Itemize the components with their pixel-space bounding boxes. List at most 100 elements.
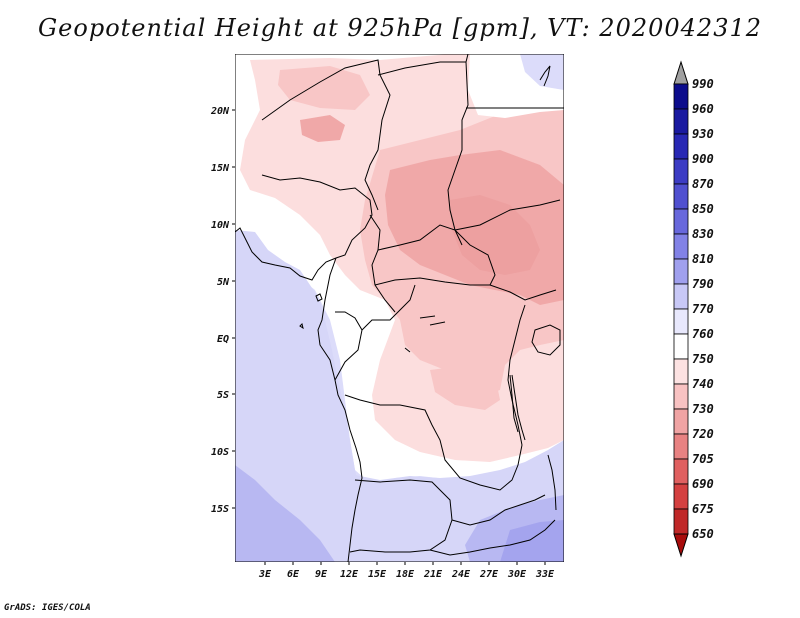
- height-field-blue-sw: [235, 465, 335, 562]
- colorbar-segment: [673, 83, 689, 110]
- colorbar-segment: [673, 133, 689, 160]
- lon-label-27e: 27E: [479, 569, 499, 580]
- colorbar-segment: [673, 208, 689, 235]
- lat-tick: 20N: [210, 106, 235, 117]
- colorbar-segment: [673, 233, 689, 260]
- colorbar-label: 730: [692, 402, 714, 416]
- lon-tick: 27E: [479, 562, 499, 580]
- libya-egypt-border: [465, 54, 564, 109]
- lon-label-3e: 3E: [258, 569, 272, 580]
- lat-tick: 10N: [211, 220, 235, 231]
- colorbar-segment: [673, 333, 689, 360]
- height-field-darker-pink-b: [450, 195, 540, 275]
- lake-malawi: [547, 454, 557, 511]
- colorbar-label: 650: [692, 527, 714, 541]
- drc-south-border: [344, 394, 523, 491]
- colorbar-bottom-arrow: [673, 533, 689, 558]
- height-field-ocean-blue: [235, 230, 380, 562]
- colorbar-label: 675: [692, 502, 714, 516]
- lat-label-15s: 15S: [211, 504, 229, 515]
- congo-border: [361, 284, 416, 331]
- lat-label-eq: EQ: [217, 334, 229, 345]
- west-africa-coast: [235, 227, 337, 281]
- colorbar-label: 790: [692, 277, 714, 291]
- lon-tick: 15E: [368, 562, 387, 580]
- lat-tick: 10S: [211, 447, 235, 458]
- red-sea-coast: [539, 65, 551, 87]
- coastlines-and-borders: [235, 54, 564, 562]
- lon-tick: 9E: [315, 562, 328, 580]
- lon-tick: 33E: [535, 562, 555, 580]
- height-field-blue-deep-se: [500, 520, 564, 562]
- lon-label-30e: 30E: [507, 569, 527, 580]
- colorbar-label: 830: [692, 227, 714, 241]
- grads-credit: GrADS: IGES/COLA: [4, 603, 91, 613]
- colorbar-label: 960: [692, 102, 714, 116]
- nigeria-border: [261, 174, 373, 259]
- lat-label-10n: 10N: [211, 220, 230, 231]
- lat-axis: 20N 15N 10N 5N EQ 5S: [210, 106, 235, 515]
- colorbar-segment: [673, 308, 689, 335]
- lon-label-24e: 24E: [451, 569, 471, 580]
- colorbar-segment: [673, 408, 689, 435]
- colorbar-label: 690: [692, 477, 714, 491]
- colorbar-top-arrow: [673, 60, 689, 85]
- car-south-border: [374, 277, 490, 286]
- east-africa-border: [489, 284, 557, 301]
- lon-tick: 6E: [287, 562, 300, 580]
- lat-tick: 5S: [217, 390, 235, 401]
- height-field-pink-patch-e: [430, 365, 500, 410]
- lat-label-5n: 5N: [217, 277, 230, 288]
- colorbar-label: 750: [692, 352, 714, 366]
- colorbar-segment: [673, 183, 689, 210]
- lon-label-6e: 6E: [287, 569, 300, 580]
- colorbar-label: 990: [692, 77, 714, 91]
- cameroon-border: [369, 214, 396, 313]
- lat-tick: EQ: [217, 334, 235, 345]
- colorbar-segment: [673, 483, 689, 510]
- height-field-ne-blue: [520, 54, 564, 90]
- colorbar-label: 770: [692, 302, 714, 316]
- colorbar-segment: [673, 383, 689, 410]
- colorbar-label: 810: [692, 252, 714, 266]
- south-sudan-border: [454, 199, 561, 231]
- colorbar-label: 720: [692, 427, 714, 441]
- colorbar-label: 900: [692, 152, 714, 166]
- lat-tick: 15N: [211, 163, 235, 174]
- lon-tick: 18E: [396, 562, 415, 580]
- southern-borders: [429, 519, 556, 556]
- lon-tick: 12E: [340, 562, 359, 580]
- colorbar-segment: [673, 283, 689, 310]
- colorbar-segment: [673, 458, 689, 485]
- lon-label-15e: 15E: [368, 569, 387, 580]
- colorbar-segment: [673, 358, 689, 385]
- lat-label-5s: 5S: [217, 390, 229, 401]
- lon-tick: 21E: [423, 562, 443, 580]
- colorbar: 990 960 930 900 870 850 830 810 790 770 760 750 740 7…: [673, 60, 714, 558]
- colorbar-label: 740: [692, 377, 714, 391]
- sao-tome-island: [299, 323, 304, 330]
- lon-label-9e: 9E: [315, 569, 328, 580]
- colorbar-segment: [673, 508, 689, 535]
- north-borders: [261, 59, 391, 211]
- colorbar-label: 760: [692, 327, 714, 341]
- lon-tick: 24E: [451, 562, 471, 580]
- congo-river-hint: [404, 315, 446, 353]
- lon-tick: 3E: [258, 562, 272, 580]
- colorbar-label: 850: [692, 202, 714, 216]
- height-field-pink-patch-d: [278, 66, 370, 110]
- lat-label-20n: 20N: [210, 106, 230, 117]
- lon-label-33e: 33E: [535, 569, 555, 580]
- colorbar-label: 705: [692, 452, 714, 466]
- colorbar-label: 870: [692, 177, 714, 191]
- bioko-island: [315, 293, 323, 302]
- map-title: Geopotential Height at 925hPa [gpm], VT:…: [38, 14, 762, 42]
- lon-label-21e: 21E: [423, 569, 443, 580]
- lat-tick: 5N: [217, 277, 235, 288]
- lat-label-15n: 15N: [211, 163, 230, 174]
- lat-tick: 15S: [211, 504, 235, 515]
- lon-tick: 30E: [507, 562, 527, 580]
- lon-label-12e: 12E: [340, 569, 359, 580]
